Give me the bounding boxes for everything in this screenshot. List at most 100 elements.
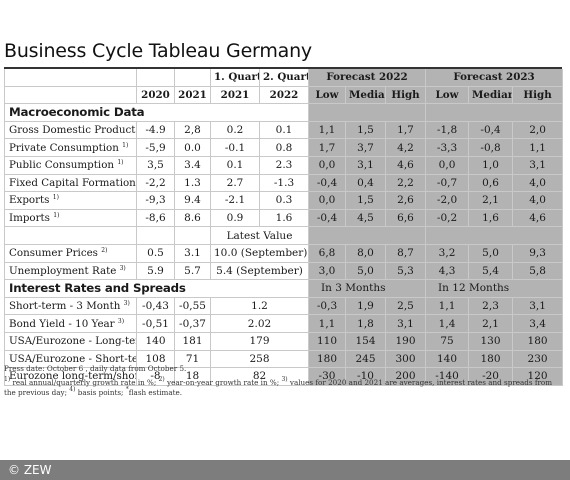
row-label: Gross Domestic Product 1): [4, 121, 137, 140]
value-cell: 0.9: [210, 209, 260, 228]
value-cell: 8.6: [174, 209, 211, 228]
row-label: Private Consumption 1): [4, 138, 137, 157]
value-cell: 1,5: [345, 121, 386, 140]
value-cell: 6,8: [308, 244, 346, 263]
footnote-marker: 1): [122, 141, 129, 149]
value-cell: 2,5: [385, 297, 427, 316]
row-label: USA/Eurozone - Long-term 3)4): [4, 332, 137, 351]
value-cell: 130: [468, 332, 514, 351]
value-cell: 2,8: [174, 121, 211, 140]
value-cell: 1,7: [308, 138, 346, 157]
value-cell: -4.9: [136, 121, 175, 140]
value-cell: 0.0: [174, 138, 211, 157]
blank-cell: [4, 226, 137, 245]
quarter-1-header: 1. Quarter: [210, 69, 260, 87]
row-label-text: Eurozone long-term/short-term: [9, 370, 136, 383]
page-title: Business Cycle Tableau Germany: [4, 40, 312, 62]
value-cell: -2.1: [210, 191, 260, 210]
footnote-marker: 3): [123, 300, 130, 308]
value-cell: -0,8: [468, 138, 514, 157]
value-cell: 5,4: [468, 262, 514, 281]
footnote-marker: 3): [117, 317, 125, 325]
row-label: Imports 1): [4, 209, 137, 228]
forecast-2022-header: Forecast 2022: [308, 69, 427, 87]
table-row: Gross Domestic Product 1)-4.92,80.20.11,…: [4, 121, 564, 140]
value-cell: 2,1: [468, 191, 514, 210]
value-cell: 3.4: [174, 156, 211, 175]
value-cell: 3,1: [385, 314, 427, 333]
value-cell: -2,0: [425, 191, 470, 210]
low-2022-header: Low: [308, 86, 346, 105]
header-row-2: 2020 2021 2021 2022 Low Median High Low …: [4, 86, 564, 105]
value-cell: 181: [174, 332, 211, 351]
value-cell: 0.1: [259, 121, 309, 140]
value-cell: 18: [174, 367, 211, 386]
value-cell: 10.0 (September): [210, 244, 309, 263]
value-cell: 3,0: [308, 262, 346, 281]
value-cell: 4,5: [345, 209, 386, 228]
value-cell: 5.7: [174, 262, 211, 281]
value-cell: 5.9: [136, 262, 175, 281]
value-cell: -5,9: [136, 138, 175, 157]
table-row: Consumer Prices 2) 0.5 3.1 10.0 (September)…: [4, 244, 564, 263]
value-cell: 0.8: [259, 138, 309, 157]
value-cell: 1,1: [308, 314, 346, 333]
value-cell: 1,9: [345, 297, 386, 316]
value-cell: -1.3: [259, 174, 309, 193]
value-cell: 154: [345, 332, 386, 351]
table-row: Short-term - 3 Month 3) -0,43 -0,55 1.2 -0,3…: [4, 297, 564, 316]
header-row-1: 1. Quarter 2. Quarter Forecast 2022 Fore…: [4, 69, 564, 87]
value-cell: 4,3: [425, 262, 470, 281]
value-cell: 0,6: [468, 174, 514, 193]
low-2023-header: Low: [425, 86, 470, 105]
value-cell: 230: [512, 350, 564, 369]
footnote-marker: 2): [101, 247, 108, 255]
median-2022-header: Median: [345, 86, 386, 105]
year-2020-header: 2020: [136, 86, 175, 105]
press-date-note: Press date: October 6 , daily data from …: [4, 364, 187, 373]
row-label: Exports 1): [4, 191, 137, 210]
value-cell: 179: [210, 332, 309, 351]
row-label: Unemployment Rate 3): [4, 262, 137, 281]
footnote-marker: 4): [69, 386, 76, 393]
value-cell: -8: [136, 367, 175, 386]
value-cell: -0,4: [308, 174, 346, 193]
footnote-marker: 1): [117, 159, 124, 167]
value-cell: 8,7: [385, 244, 427, 263]
row-label-text: Fixed Capital Formation: [9, 176, 136, 189]
table-row: Imports 1) -8,6 8.6 0.9 1.6 -0,4 4,5 6,6 -0,2 1,6…: [4, 209, 564, 228]
value-cell: 1,8: [345, 314, 386, 333]
value-cell: 0,4: [345, 174, 386, 193]
value-cell: -0,4: [308, 209, 346, 228]
value-cell: -140: [425, 367, 470, 386]
footnote-marker: 1): [4, 376, 11, 383]
value-cell: 0.3: [259, 191, 309, 210]
latest-value-header: Latest Value: [210, 226, 309, 245]
value-cell: -1,8: [425, 121, 470, 140]
value-cell: 180: [308, 350, 346, 369]
value-cell: 2,6: [385, 191, 427, 210]
value-cell: 71: [174, 350, 211, 369]
value-cell: 82: [210, 367, 309, 386]
high-2023-header: High: [512, 86, 564, 105]
value-cell: 300: [385, 350, 427, 369]
title-rule: [4, 67, 562, 69]
table-row: USA/Eurozone - Long-term 3)4)14018117911…: [4, 332, 564, 351]
quarter-year-2022-header: 2022: [259, 86, 309, 105]
value-cell: -9,3: [136, 191, 175, 210]
value-cell: 245: [345, 350, 386, 369]
row-label-text: Consumer Prices: [9, 247, 98, 260]
row-label-text: Public Consumption: [9, 159, 115, 172]
footnote-marker: 1): [53, 212, 60, 220]
row-label: Public Consumption 1): [4, 156, 137, 175]
table-row: Fixed Capital Formation 1)-2,21.32.7-1.3…: [4, 174, 564, 193]
value-cell: 0,0: [308, 156, 346, 175]
value-cell: 1,7: [385, 121, 427, 140]
value-cell: 120: [512, 367, 564, 386]
table-row: Public Consumption 1) 3,5 3.4 0.1 2.3 0,0 3,1 4…: [4, 156, 564, 175]
footnote-text: real annual/quarterly growth rate in %;: [10, 378, 159, 387]
latest-value-header-row: Latest Value: [4, 226, 564, 245]
value-cell: 9.4: [174, 191, 211, 210]
value-cell: 5,3: [385, 262, 427, 281]
value-cell: 2,3: [468, 297, 514, 316]
